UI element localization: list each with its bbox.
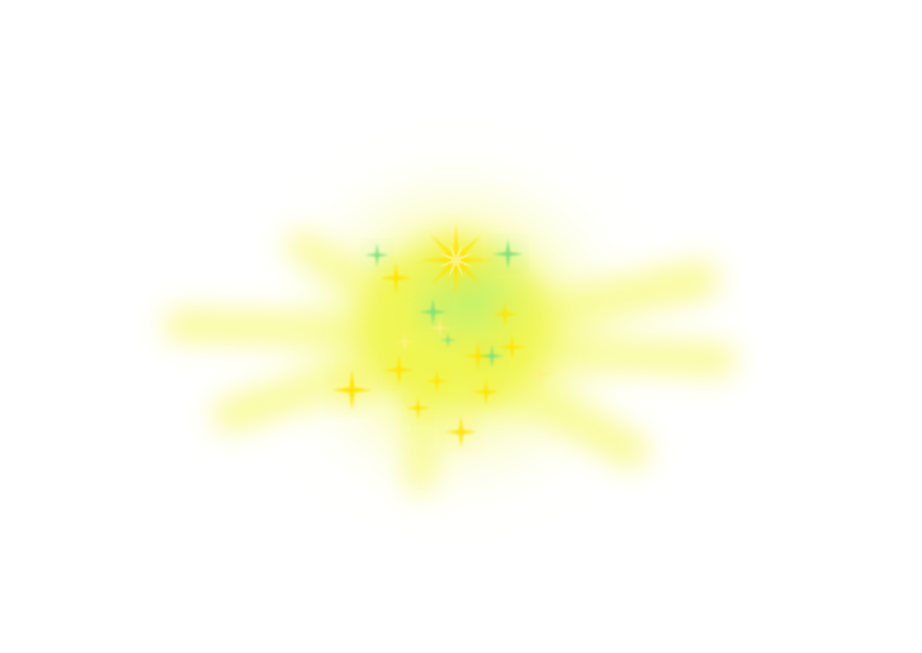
sparkle-star-icon [499,334,525,360]
sparkle-star-icon [365,243,389,267]
star-shape [473,379,499,405]
star-shape [419,298,447,326]
sparkle-star-icon [464,342,492,370]
star-shape [528,362,552,386]
star-shape [332,370,372,410]
sparkle-star-icon [445,416,477,448]
sparkle-star-icon [406,396,430,420]
sparkle-star-icon [480,344,504,368]
sparkle-star-icon [380,262,412,294]
sparkle-star-icon [419,298,447,326]
star-shape [365,243,389,267]
sparkle-star-icon [384,355,414,385]
sparkle-star-icon [394,331,416,353]
sparkle-star-icon [492,301,518,327]
star-inner-shape [437,241,475,279]
star-shape [464,342,492,370]
star-shape [480,344,504,368]
star-shape [380,262,412,294]
star-shape [384,355,414,385]
sparkle-star-icon [528,362,552,386]
sparkle-star-icon [332,370,372,410]
star-shape [406,396,430,420]
star-shape [499,334,525,360]
star-shape [425,369,449,393]
sparkle-star-icon [429,317,451,339]
sparkle-star-icon [420,224,492,296]
sparkle-star-icon [493,239,523,269]
star-shape [440,332,456,348]
star-shape [394,331,416,353]
sparkle-star-icon [473,379,499,405]
star-shape [493,239,523,269]
star-shape [445,416,477,448]
star-shape [492,301,518,327]
star-shape [429,317,451,339]
sparkle-star-icon [425,369,449,393]
sparkle-star-icon [440,332,456,348]
sparkle-stars [332,224,552,448]
